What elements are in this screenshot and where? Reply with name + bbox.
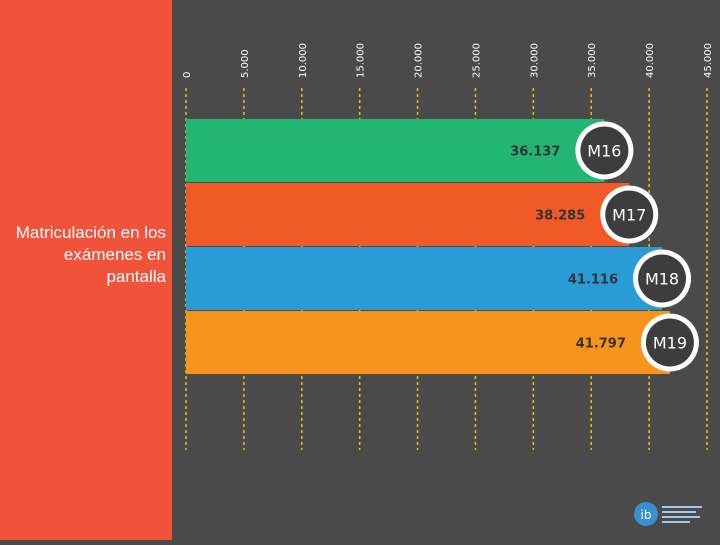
tick-label: 30.000 — [529, 43, 540, 78]
slide-title: Matriculación en los exámenes en pantall… — [15, 223, 166, 286]
tick-label: 25.000 — [471, 43, 482, 78]
tick-label: 5.000 — [240, 49, 251, 78]
tick-label: 0 — [182, 72, 193, 78]
tick-label-layer: 0 5.000 10.000 15.000 20.000 25.000 30.000 35.0… — [182, 43, 714, 78]
tick-label: 20.000 — [414, 43, 425, 78]
ib-logo-icon: ib — [632, 494, 712, 534]
category-label: M17 — [612, 206, 646, 225]
bar-chart: 0 5.000 10.000 15.000 20.000 25.000 30.000 35.0… — [182, 43, 714, 450]
data-label: 41.116 — [568, 273, 618, 288]
bar-layer: 36.137 M16 38.285 M17 41.116 M18 41.797 M19 — [186, 119, 699, 374]
bar — [186, 119, 605, 182]
bar — [186, 247, 663, 310]
category-label: M16 — [587, 142, 621, 161]
data-label: 36.137 — [510, 145, 560, 160]
tick-label: 35.000 — [587, 43, 598, 78]
category-badge — [645, 318, 694, 367]
left-panel: Matriculación en los exámenes en pantall… — [0, 0, 172, 540]
category-badge — [605, 190, 654, 239]
tick-label: 40.000 — [645, 43, 656, 78]
data-label: 38.285 — [535, 209, 585, 224]
tick-label: 45.000 — [703, 43, 714, 78]
chart-area: 0 5.000 10.000 15.000 20.000 25.000 30.000 35.0… — [172, 0, 720, 540]
svg-text:ib: ib — [641, 508, 652, 522]
category-badge — [580, 126, 629, 175]
data-label: 41.797 — [576, 337, 626, 352]
bar — [186, 183, 630, 246]
category-label: M19 — [653, 334, 687, 353]
tick-label: 10.000 — [298, 43, 309, 78]
category-badge — [638, 254, 687, 303]
category-label: M18 — [645, 270, 679, 289]
bar — [186, 311, 670, 374]
tick-label: 15.000 — [356, 43, 367, 78]
